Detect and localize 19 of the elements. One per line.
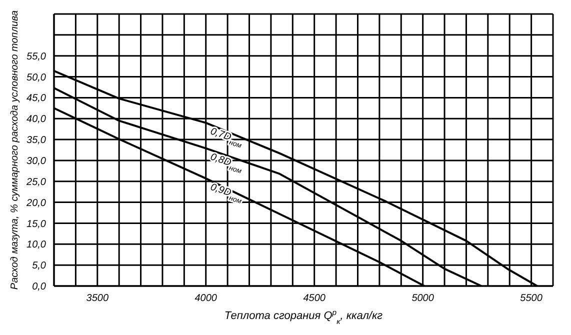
y-tick-label: 10,0	[26, 240, 46, 251]
x-tick-label: 5500	[520, 293, 543, 304]
y-tick-label: 25,0	[26, 176, 46, 188]
y-tick-label: 55,0	[26, 51, 46, 62]
y-axis-title: Расход мазута, % суммарного расхода условного топлива	[10, 10, 21, 290]
x-tick-label: 5000	[412, 293, 434, 304]
y-tick-label: 40,0	[26, 114, 46, 126]
y-tick-label: 50,0	[26, 72, 46, 84]
x-tick-label: 3500	[86, 293, 109, 304]
y-tick-label: 5,0	[32, 260, 46, 272]
x-axis-title: Теплота сгорания Q$^{р}$$_{к}$, ккал/кг	[224, 308, 384, 326]
x-tick-label: 4000	[194, 293, 218, 304]
y-tick-label: 35,0	[26, 135, 46, 146]
y-tick-label: 15,0	[26, 218, 46, 230]
x-tick-label: 4500	[303, 293, 326, 304]
y-tick-label: 0,0	[32, 282, 46, 293]
y-tick-label: 20,0	[26, 198, 46, 209]
y-tick-label: 30,0	[26, 156, 46, 168]
y-tick-label: 45,0	[26, 93, 46, 104]
